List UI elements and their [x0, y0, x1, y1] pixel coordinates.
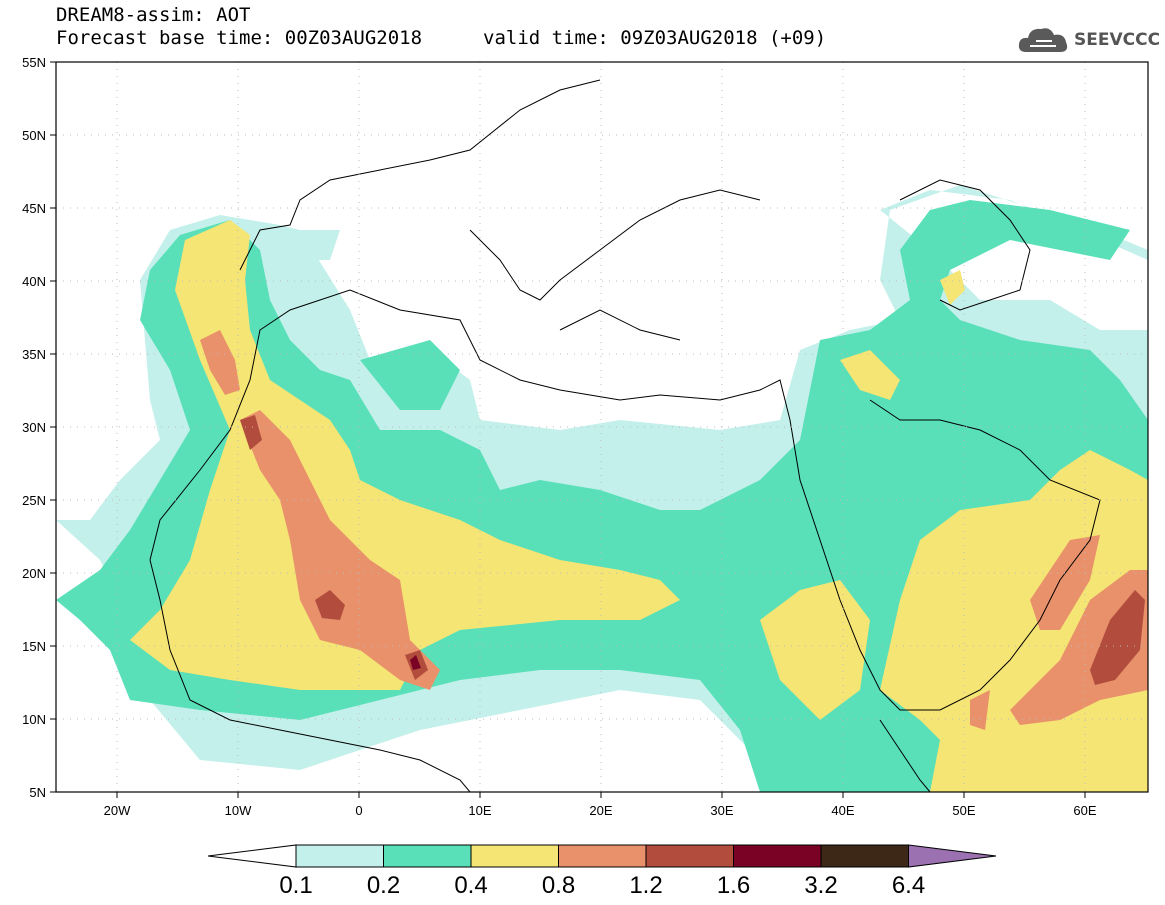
graticule: [56, 62, 1148, 792]
lat-label: 35N: [22, 347, 46, 362]
lon-label: 20W: [104, 803, 131, 818]
colorbar-label: 0.2: [367, 872, 400, 899]
colorbar-high-arrow: [908, 844, 997, 868]
cloud-icon: [1018, 28, 1068, 52]
colorbar-segment: [733, 844, 822, 868]
lat-label: 45N: [22, 201, 46, 216]
valid-time: valid time: 09Z03AUG2018 (+09): [483, 27, 827, 49]
lon-label: 30E: [710, 803, 733, 818]
aot-band-0.8: [200, 330, 1148, 730]
forecast-base-time: Forecast base time: 00Z03AUG2018: [56, 27, 423, 49]
lon-label: 10W: [225, 803, 252, 818]
colorbar-segment: [383, 844, 472, 868]
colorbar-label: 3.2: [804, 872, 837, 899]
lon-label: 10E: [468, 803, 491, 818]
colorbar-label: 1.6: [717, 872, 750, 899]
colorbar-label: 6.4: [892, 872, 925, 899]
lat-label: 5N: [29, 785, 46, 800]
lon-label: 60E: [1073, 803, 1096, 818]
axis-ticks: [50, 61, 1086, 798]
lat-label: 50N: [22, 128, 46, 143]
colorbar-label: 1.2: [629, 872, 662, 899]
aot-contours: [56, 185, 1148, 792]
lon-label: 40E: [831, 803, 854, 818]
lat-label: 30N: [22, 420, 46, 435]
map-title-model: DREAM8-assim: AOT: [56, 4, 251, 26]
lat-label: 20N: [22, 566, 46, 581]
colorbar-segment: [470, 844, 559, 868]
logo-text: SEEVCCC: [1074, 30, 1161, 50]
lat-label: 15N: [22, 639, 46, 654]
lat-label: 25N: [22, 493, 46, 508]
lon-label: 0: [355, 803, 362, 818]
lon-label: 50E: [952, 803, 975, 818]
latitude-labels: 55N 50N 45N 40N 35N 30N 25N 20N 15N 10N …: [22, 55, 46, 800]
colorbar-segment: [558, 844, 647, 868]
colorbar-label: 0.4: [454, 872, 487, 899]
longitude-labels: 20W 10W 0 10E 20E 30E 40E 50E 60E: [104, 803, 1097, 818]
lat-label: 10N: [22, 712, 46, 727]
coastlines: [149, 79, 1101, 792]
lat-label: 55N: [22, 55, 46, 70]
colorbar-label: 0.1: [279, 872, 312, 899]
aot-band-1.6: [410, 655, 421, 670]
seevccc-logo: SEEVCCC: [1016, 20, 1160, 60]
colorbar-low-arrow: [207, 844, 297, 868]
colorbar-segment: [820, 844, 909, 868]
colorbar-label: 0.8: [542, 872, 575, 899]
colorbar-segment: [295, 844, 384, 868]
colorbar-segment: [645, 844, 734, 868]
aot-colorbar: 0.1 0.2 0.4 0.8 1.2 1.6 3.2 6.4: [207, 844, 997, 899]
lat-label: 40N: [22, 274, 46, 289]
lon-label: 20E: [589, 803, 612, 818]
